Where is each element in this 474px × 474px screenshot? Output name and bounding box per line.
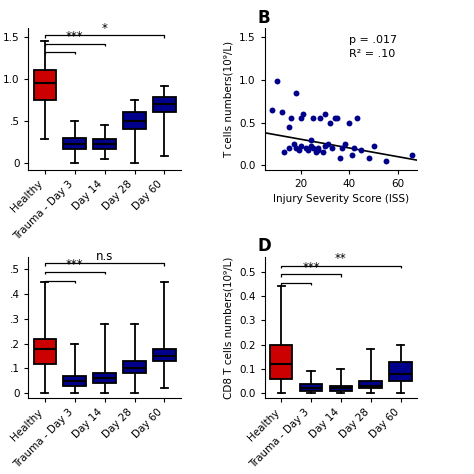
Point bbox=[312, 149, 319, 156]
Polygon shape bbox=[93, 139, 116, 148]
Point bbox=[317, 114, 324, 122]
Point bbox=[358, 146, 365, 154]
Point bbox=[307, 136, 314, 144]
Point bbox=[382, 157, 390, 165]
Point bbox=[409, 151, 416, 159]
Text: n.s: n.s bbox=[96, 250, 113, 263]
Point bbox=[350, 145, 358, 152]
Point bbox=[292, 145, 300, 152]
Point bbox=[278, 109, 285, 116]
Point bbox=[310, 114, 317, 122]
Text: D: D bbox=[257, 237, 271, 255]
Text: **: ** bbox=[335, 252, 347, 265]
Polygon shape bbox=[270, 345, 292, 379]
Point bbox=[321, 110, 329, 118]
Y-axis label: CD8 T cells numbers(10⁹/L): CD8 T cells numbers(10⁹/L) bbox=[224, 256, 234, 399]
Y-axis label: T cells numbers(10⁹/L): T cells numbers(10⁹/L) bbox=[223, 40, 234, 157]
Point bbox=[268, 106, 276, 113]
Text: *: * bbox=[102, 22, 108, 35]
Point bbox=[302, 145, 310, 152]
Point bbox=[280, 149, 288, 156]
Polygon shape bbox=[34, 339, 56, 364]
Point bbox=[314, 146, 322, 154]
Point bbox=[321, 143, 329, 150]
Point bbox=[348, 151, 356, 159]
Polygon shape bbox=[64, 137, 86, 148]
Text: ***: *** bbox=[302, 261, 320, 273]
Polygon shape bbox=[389, 362, 412, 381]
Point bbox=[353, 114, 360, 122]
Polygon shape bbox=[153, 97, 176, 112]
Point bbox=[324, 140, 331, 148]
Polygon shape bbox=[64, 376, 86, 386]
Point bbox=[331, 114, 338, 122]
Point bbox=[310, 145, 317, 152]
Point bbox=[328, 145, 336, 152]
Point bbox=[338, 145, 346, 152]
Point bbox=[292, 89, 300, 96]
X-axis label: Injury Severity Score (ISS): Injury Severity Score (ISS) bbox=[273, 194, 409, 204]
Point bbox=[285, 145, 292, 152]
Polygon shape bbox=[300, 383, 322, 391]
Point bbox=[297, 143, 305, 150]
Point bbox=[334, 114, 341, 122]
Point bbox=[370, 143, 377, 150]
Text: p = .017: p = .017 bbox=[348, 35, 397, 45]
Point bbox=[285, 123, 292, 130]
Point bbox=[336, 155, 344, 162]
Polygon shape bbox=[359, 381, 382, 388]
Point bbox=[288, 114, 295, 122]
Text: ***: *** bbox=[66, 30, 83, 43]
Point bbox=[326, 118, 334, 126]
Point bbox=[295, 146, 302, 154]
Polygon shape bbox=[123, 361, 146, 374]
Point bbox=[319, 149, 327, 156]
Point bbox=[304, 146, 312, 154]
Point bbox=[273, 78, 281, 85]
Polygon shape bbox=[93, 374, 116, 383]
Point bbox=[365, 155, 373, 162]
Polygon shape bbox=[153, 349, 176, 361]
Point bbox=[341, 140, 348, 148]
Point bbox=[314, 145, 322, 152]
Point bbox=[307, 143, 314, 150]
Text: R² = .10: R² = .10 bbox=[348, 49, 395, 59]
Point bbox=[290, 140, 298, 148]
Point bbox=[297, 114, 305, 122]
Point bbox=[300, 110, 307, 118]
Text: ***: *** bbox=[66, 258, 83, 272]
Polygon shape bbox=[34, 71, 56, 100]
Point bbox=[346, 118, 353, 126]
Polygon shape bbox=[329, 386, 352, 391]
Polygon shape bbox=[123, 112, 146, 129]
Text: B: B bbox=[257, 9, 270, 27]
